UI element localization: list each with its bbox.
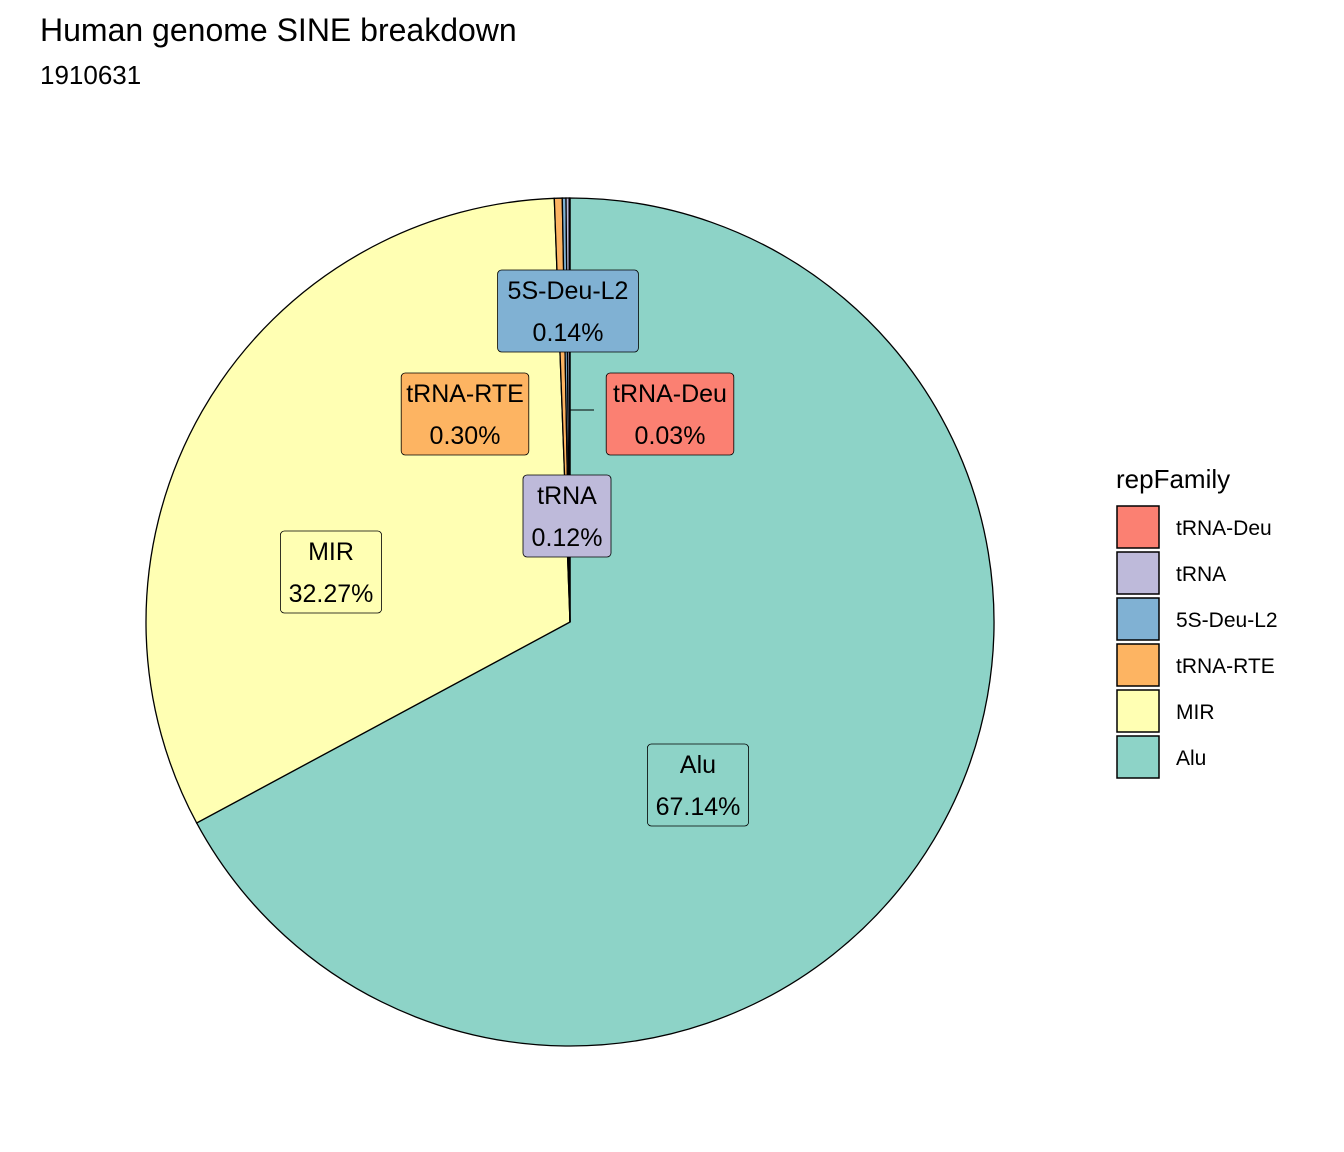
legend-item-5s-deu-l2: 5S-Deu-L2	[1116, 597, 1278, 641]
legend-swatch	[1116, 505, 1160, 549]
pie-label-name: tRNA-RTE	[406, 380, 524, 408]
pie-label-name: tRNA-Deu	[613, 380, 727, 408]
legend-label: tRNA-Deu	[1176, 517, 1272, 540]
pie-label-box	[522, 474, 612, 558]
pie-label-alu: Alu 67.14%	[647, 743, 750, 827]
pie-label-box	[647, 743, 750, 827]
legend-label: tRNA	[1176, 563, 1226, 586]
pie-label-value: 0.14%	[533, 319, 604, 347]
pie-label-trna-rte: tRNA-RTE 0.30%	[400, 372, 530, 456]
pie-label-value: 32.27%	[289, 580, 374, 608]
chart-title: Human genome SINE breakdown	[40, 12, 517, 48]
pie-label-box	[605, 372, 735, 456]
chart-subtitle: 1910631	[40, 60, 142, 90]
legend-swatch	[1116, 735, 1160, 779]
pie-slice-mir	[145, 197, 571, 824]
legend-swatch	[1116, 597, 1160, 641]
legend-swatch	[1116, 551, 1160, 595]
legend-label: 5S-Deu-L2	[1176, 609, 1278, 632]
legend-label: tRNA-RTE	[1176, 655, 1275, 678]
pie-slice-alu	[195, 197, 995, 1047]
legend-item-mir: MIR	[1116, 689, 1215, 733]
legend-swatch	[1116, 643, 1160, 687]
pie-label-value: 0.30%	[430, 422, 501, 450]
pie-slices	[145, 197, 995, 1047]
pie-label-mir: MIR 32.27%	[279, 530, 382, 614]
pie-label-trna-deu: tRNA-Deu 0.03%	[605, 372, 735, 456]
pie-label-box	[497, 269, 639, 353]
legend-items: tRNA-Deu tRNA 5S-Deu-L2 tRNA-RTE MIR Alu	[1116, 505, 1278, 779]
legend-item-trna: tRNA	[1116, 551, 1226, 595]
pie-label-name: tRNA	[537, 482, 597, 510]
pie-labels: Alu 67.14% MIR 32.27% tRNA-RTE 0.30% 5S-Deu-L2…	[279, 269, 750, 827]
legend-item-alu: Alu	[1116, 735, 1206, 779]
legend-label: Alu	[1176, 747, 1206, 770]
legend-item-trna-deu: tRNA-Deu	[1116, 505, 1272, 549]
pie-label-name: MIR	[308, 538, 354, 566]
pie-label-5s-deu-l2: 5S-Deu-L2 0.14%	[497, 269, 639, 353]
pie-label-box	[279, 530, 382, 614]
legend-title: repFamily	[1116, 464, 1230, 494]
legend-item-trna-rte: tRNA-RTE	[1116, 643, 1275, 687]
pie-label-value: 0.12%	[532, 524, 603, 552]
legend-label: MIR	[1176, 701, 1215, 724]
pie-label-box	[400, 372, 530, 456]
pie-label-name: 5S-Deu-L2	[508, 277, 629, 305]
pie-label-trna: tRNA 0.12%	[522, 474, 612, 558]
pie-label-name: Alu	[680, 751, 716, 779]
legend-swatch	[1116, 689, 1160, 733]
pie-label-value: 0.03%	[635, 422, 706, 450]
pie-label-value: 67.14%	[656, 793, 741, 821]
legend: repFamily tRNA-Deu tRNA 5S-Deu-L2 tRNA-RTE M…	[1116, 464, 1278, 779]
